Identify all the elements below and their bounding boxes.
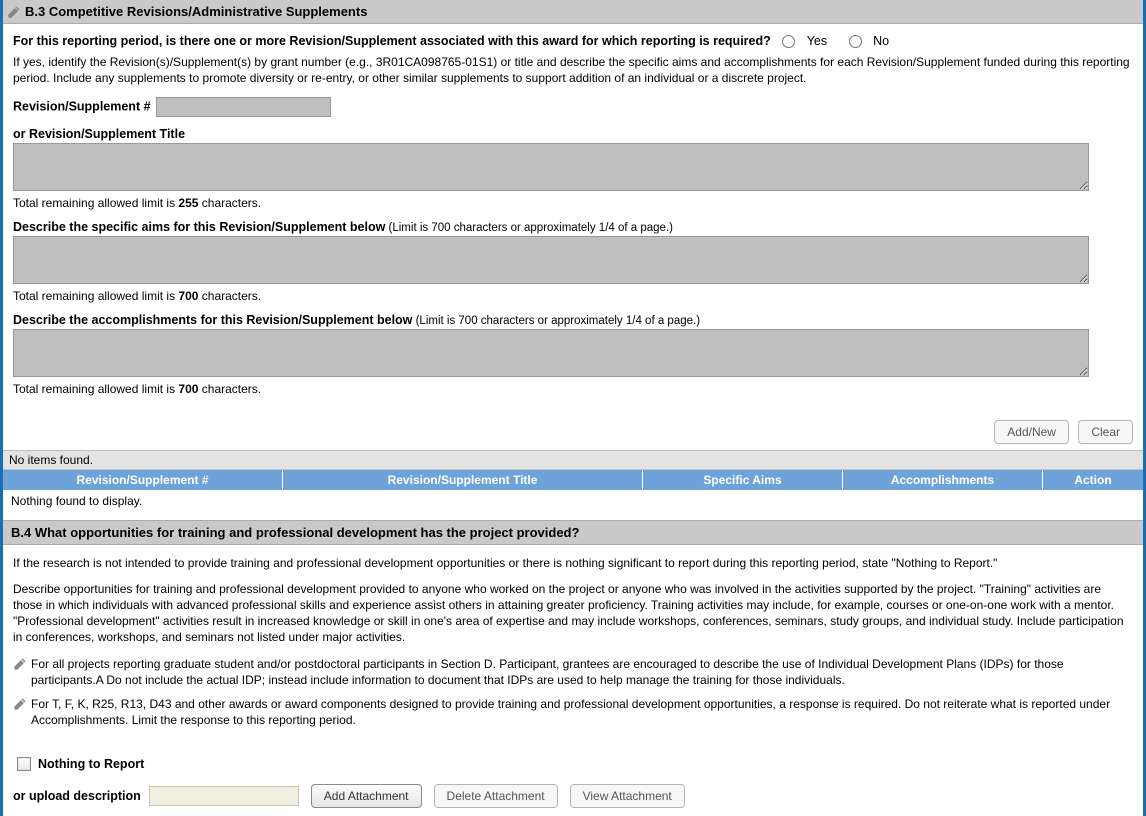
col-rev-title: Revision/Supplement Title xyxy=(283,470,643,490)
b3-instructions: If yes, identify the Revision(s)/Supplem… xyxy=(13,54,1133,86)
b3-radio-yes[interactable] xyxy=(782,35,795,48)
b4-note2-row: For T, F, K, R25, R13, D43 and other awa… xyxy=(3,696,1143,728)
section-b4-title: B.4 What opportunities for training and … xyxy=(11,525,579,540)
rev-title-charcount: Total remaining allowed limit is 255 cha… xyxy=(13,196,1133,210)
accomp-label: Describe the accomplishments for this Re… xyxy=(13,313,412,327)
view-attachment-button[interactable]: View Attachment xyxy=(570,784,685,808)
rev-title-textarea[interactable] xyxy=(13,143,1089,191)
col-accomp: Accomplishments xyxy=(843,470,1043,490)
char-value: 255 xyxy=(178,196,198,210)
char-prefix: Total remaining allowed limit is xyxy=(13,196,178,210)
add-new-button[interactable]: Add/New xyxy=(994,420,1069,444)
note-icon xyxy=(13,697,27,711)
add-attachment-button[interactable]: Add Attachment xyxy=(311,784,422,808)
col-aims: Specific Aims xyxy=(643,470,843,490)
delete-attachment-button[interactable]: Delete Attachment xyxy=(434,784,558,808)
b3-question-row: For this reporting period, is there one … xyxy=(13,34,1133,48)
upload-label: or upload description xyxy=(13,789,141,803)
note-icon xyxy=(13,657,27,671)
accomp-label-row: Describe the accomplishments for this Re… xyxy=(13,313,1133,327)
upload-row: or upload description Add Attachment Del… xyxy=(3,778,1143,816)
b3-question-text: For this reporting period, is there one … xyxy=(13,34,771,48)
section-b3-header: B.3 Competitive Revisions/Administrative… xyxy=(3,0,1143,24)
b3-button-row: Add/New Clear xyxy=(3,402,1143,450)
char-prefix: Total remaining allowed limit is xyxy=(13,382,178,396)
b3-label-no: No xyxy=(873,34,889,48)
b4-para2: Describe opportunities for training and … xyxy=(3,581,1143,646)
accomp-limit-note: (Limit is 700 characters or approximatel… xyxy=(412,315,700,327)
attachment-display xyxy=(149,786,299,806)
aims-label: Describe the specific aims for this Revi… xyxy=(13,220,385,234)
aims-textarea[interactable] xyxy=(13,236,1089,284)
no-items-bar: No items found. xyxy=(3,450,1143,470)
accomp-textarea[interactable] xyxy=(13,329,1089,377)
char-prefix: Total remaining allowed limit is xyxy=(13,289,178,303)
ntr-row: Nothing to Report xyxy=(3,750,1143,778)
aims-limit-note: (Limit is 700 characters or approximatel… xyxy=(385,222,673,234)
b3-radio-no[interactable] xyxy=(849,35,862,48)
b4-note2-text: For T, F, K, R25, R13, D43 and other awa… xyxy=(31,696,1133,728)
rev-num-row: Revision/Supplement # xyxy=(13,97,1133,117)
rev-num-label: Revision/Supplement # xyxy=(13,99,151,113)
b3-table-header: Revision/Supplement # Revision/Supplemen… xyxy=(3,470,1143,490)
b4-para1: If the research is not intended to provi… xyxy=(3,555,1143,571)
clear-button[interactable]: Clear xyxy=(1078,420,1133,444)
char-value: 700 xyxy=(178,382,198,396)
char-value: 700 xyxy=(178,289,198,303)
ntr-label: Nothing to Report xyxy=(38,757,144,771)
rev-num-input[interactable] xyxy=(156,97,331,117)
b3-label-yes: Yes xyxy=(807,34,827,48)
nothing-to-report-checkbox[interactable] xyxy=(17,757,31,771)
b4-note1-text: For all projects reporting graduate stud… xyxy=(31,656,1133,688)
accomp-charcount: Total remaining allowed limit is 700 cha… xyxy=(13,382,1133,396)
col-rev-num: Revision/Supplement # xyxy=(3,470,283,490)
aims-label-row: Describe the specific aims for this Revi… xyxy=(13,220,1133,234)
nothing-found-row: Nothing found to display. xyxy=(3,490,1143,512)
b4-note1-row: For all projects reporting graduate stud… xyxy=(3,656,1143,688)
rev-title-label: or Revision/Supplement Title xyxy=(13,127,1133,141)
char-suffix: characters. xyxy=(198,382,261,396)
section-b3-title: B.3 Competitive Revisions/Administrative… xyxy=(25,4,367,19)
col-action: Action xyxy=(1043,470,1143,490)
section-b4-header: B.4 What opportunities for training and … xyxy=(3,520,1143,545)
aims-charcount: Total remaining allowed limit is 700 cha… xyxy=(13,289,1133,303)
char-suffix: characters. xyxy=(198,289,261,303)
char-suffix: characters. xyxy=(198,196,261,210)
edit-icon xyxy=(7,5,21,19)
